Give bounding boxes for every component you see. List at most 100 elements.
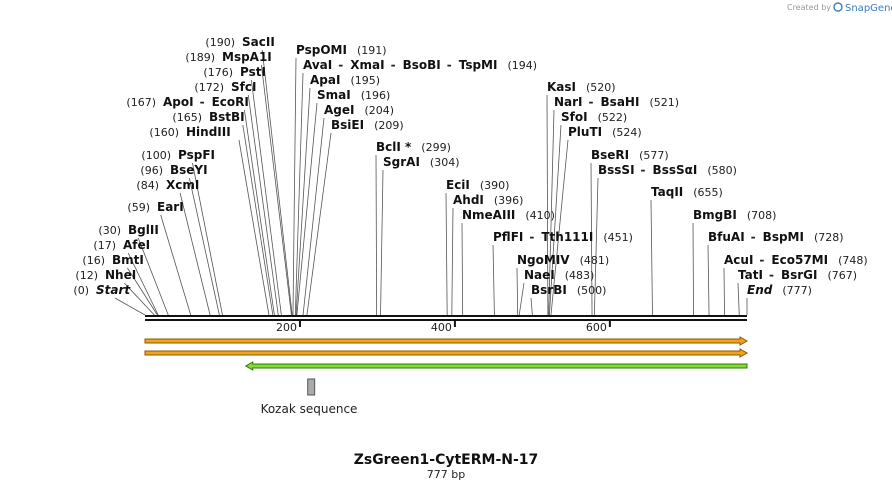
- site-name-bstbi[interactable]: BstBI: [209, 110, 245, 124]
- site-name-sacii[interactable]: SacII: [242, 35, 275, 49]
- site-bstbi[interactable]: (165) BstBI: [172, 110, 244, 124]
- site-ahdi[interactable]: AhdI (396): [453, 193, 523, 207]
- kozak-box[interactable]: [307, 378, 316, 396]
- site-name-agei[interactable]: AgeI: [324, 103, 354, 117]
- site-bseri[interactable]: BseRI (577): [591, 148, 669, 162]
- site-end[interactable]: End (777): [747, 283, 812, 297]
- site-sfoi[interactable]: SfoI (522): [561, 110, 627, 124]
- site-name-mspa1i[interactable]: MspA1I: [222, 50, 272, 64]
- site-apai[interactable]: ApaI (195): [310, 73, 380, 87]
- site-name-apoi[interactable]: ApoI: [163, 95, 194, 109]
- site-name-smai[interactable]: SmaI: [317, 88, 351, 102]
- site-ngomiv[interactable]: NgoMIV (481): [517, 253, 609, 267]
- site-name-pspfi[interactable]: PspFI: [178, 148, 215, 162]
- site-name-bsahi[interactable]: BsaHI: [601, 95, 640, 109]
- site-name-xcmi[interactable]: XcmI: [166, 178, 199, 192]
- site-name-tspmi[interactable]: TspMI: [459, 58, 498, 72]
- site-name-ecii[interactable]: EciI: [446, 178, 470, 192]
- site-psti[interactable]: (176) PstI: [203, 65, 266, 79]
- site-name-acui[interactable]: AcuI: [724, 253, 753, 267]
- site-name-end[interactable]: End: [747, 283, 773, 297]
- site-pspomi[interactable]: PspOMI (191): [296, 43, 387, 57]
- site-name-sfci[interactable]: SfcI: [231, 80, 256, 94]
- site-name-bglii[interactable]: BglII: [128, 223, 159, 237]
- site-name-avai[interactable]: AvaI: [303, 58, 332, 72]
- green-feature[interactable]: [244, 361, 748, 371]
- site-name-pflfi[interactable]: PflFI: [493, 230, 523, 244]
- site-name-bmgbi[interactable]: BmgBI: [693, 208, 737, 222]
- site-name-tati[interactable]: TatI: [738, 268, 763, 282]
- site-bglii[interactable]: (30) BglII: [98, 223, 158, 237]
- site-name-start[interactable]: Start: [96, 283, 131, 297]
- site-name-naei[interactable]: NaeI: [524, 268, 555, 282]
- site-ecii[interactable]: EciI (390): [446, 178, 509, 192]
- site-nmeaiii[interactable]: NmeAIII (410): [462, 208, 555, 222]
- site-tati-bsrgi[interactable]: TatI - BsrGI (767): [738, 268, 857, 282]
- site-name-bsss-i[interactable]: BssSαI: [653, 163, 698, 177]
- site-name-afei[interactable]: AfeI: [123, 238, 150, 252]
- site-name-eco57mi[interactable]: Eco57MI: [771, 253, 828, 267]
- site-bcli[interactable]: BclI * (299): [376, 140, 451, 154]
- site-agei[interactable]: AgeI (204): [324, 103, 394, 117]
- site-name-ecori[interactable]: EcoRI: [212, 95, 249, 109]
- site-name-apai[interactable]: ApaI: [310, 73, 340, 87]
- site-name-nmeaiii[interactable]: NmeAIII: [462, 208, 515, 222]
- site-name-bseri[interactable]: BseRI: [591, 148, 629, 162]
- site-bmti[interactable]: (16) BmtI: [82, 253, 143, 267]
- site-name-bseyi[interactable]: BseYI: [170, 163, 208, 177]
- site-name-bspmi[interactable]: BspMI: [763, 230, 804, 244]
- site-xcmi[interactable]: (84) XcmI: [136, 178, 199, 192]
- site-name-nari[interactable]: NarI: [554, 95, 583, 109]
- site-pluti[interactable]: PluTI (524): [568, 125, 642, 139]
- site-name-kasi[interactable]: KasI: [547, 80, 576, 94]
- site-name-sfoi[interactable]: SfoI: [561, 110, 588, 124]
- kozak-feature[interactable]: Kozak sequence: [261, 378, 358, 416]
- site-nhei[interactable]: (12) NheI: [75, 268, 136, 282]
- site-name-bfuai[interactable]: BfuAI: [708, 230, 745, 244]
- site-name-bsrgi[interactable]: BsrGI: [781, 268, 818, 282]
- site-hindiii[interactable]: (160) HindIII: [149, 125, 230, 139]
- site-nari-bsahi[interactable]: NarI - BsaHI (521): [554, 95, 679, 109]
- site-sfci[interactable]: (172) SfcI: [194, 80, 256, 94]
- site-bsssi-bsss-i[interactable]: BssSI - BssSαI (580): [598, 163, 737, 177]
- site-apoi-ecori[interactable]: (167) ApoI - EcoRI: [126, 95, 248, 109]
- site-name-taqii[interactable]: TaqII: [651, 185, 683, 199]
- site-name-bsobi[interactable]: BsoBI: [403, 58, 441, 72]
- site-name-bsrbi[interactable]: BsrBI: [531, 283, 567, 297]
- site-sgrai[interactable]: SgrAI (304): [383, 155, 460, 169]
- site-pflfi-tth111i[interactable]: PflFI - Tth111I (451): [493, 230, 633, 244]
- site-avai-xmai-bsobi-tspmi[interactable]: AvaI - XmaI - BsoBI - TspMI (194): [303, 58, 537, 72]
- site-taqii[interactable]: TaqII (655): [651, 185, 723, 199]
- orange-feature-1[interactable]: [144, 336, 749, 346]
- site-eari[interactable]: (59) EarI: [127, 200, 183, 214]
- site-name-bcli[interactable]: BclI *: [376, 140, 412, 154]
- site-name-nhei[interactable]: NheI: [105, 268, 136, 282]
- site-name-hindiii[interactable]: HindIII: [186, 125, 231, 139]
- site-name-pspomi[interactable]: PspOMI: [296, 43, 347, 57]
- site-kasi[interactable]: KasI (520): [547, 80, 616, 94]
- site-bseyi[interactable]: (96) BseYI: [140, 163, 207, 177]
- site-bfuai-bspmi[interactable]: BfuAI - BspMI (728): [708, 230, 844, 244]
- site-name-bsssi[interactable]: BssSI: [598, 163, 635, 177]
- site-name-tth111i[interactable]: Tth111I: [541, 230, 593, 244]
- site-sacii[interactable]: (190) SacII: [205, 35, 274, 49]
- site-smai[interactable]: SmaI (196): [317, 88, 390, 102]
- site-acui-eco57mi[interactable]: AcuI - Eco57MI (748): [724, 253, 868, 267]
- site-afei[interactable]: (17) AfeI: [93, 238, 150, 252]
- site-mspa1i[interactable]: (189) MspA1I: [185, 50, 271, 64]
- site-bsiei[interactable]: BsiEI (209): [331, 118, 404, 132]
- site-start[interactable]: (0) Start: [73, 283, 131, 297]
- site-pspfi[interactable]: (100) PspFI: [141, 148, 215, 162]
- site-name-psti[interactable]: PstI: [240, 65, 266, 79]
- site-name-xmai[interactable]: XmaI: [350, 58, 384, 72]
- site-naei[interactable]: NaeI (483): [524, 268, 594, 282]
- site-name-pluti[interactable]: PluTI: [568, 125, 602, 139]
- site-name-ahdi[interactable]: AhdI: [453, 193, 484, 207]
- site-name-bmti[interactable]: BmtI: [112, 253, 144, 267]
- orange-feature-2[interactable]: [144, 348, 749, 358]
- site-bmgbi[interactable]: BmgBI (708): [693, 208, 776, 222]
- site-name-eari[interactable]: EarI: [157, 200, 184, 214]
- site-bsrbi[interactable]: BsrBI (500): [531, 283, 606, 297]
- site-name-sgrai[interactable]: SgrAI: [383, 155, 420, 169]
- site-name-bsiei[interactable]: BsiEI: [331, 118, 364, 132]
